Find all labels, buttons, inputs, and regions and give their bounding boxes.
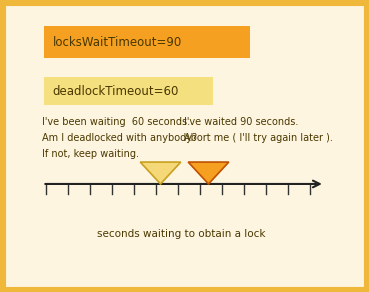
Bar [44, 77, 213, 105]
Text: I've waited 90 seconds.: I've waited 90 seconds. [184, 117, 299, 127]
Text: deadlockTimeout=60: deadlockTimeout=60 [53, 85, 179, 98]
Text: seconds waiting to obtain a lock: seconds waiting to obtain a lock [97, 229, 265, 239]
Polygon shape [140, 162, 181, 184]
Bar [44, 26, 250, 58]
Text: If not, keep waiting.: If not, keep waiting. [42, 149, 139, 159]
Text: locksWaitTimeout=90: locksWaitTimeout=90 [53, 36, 182, 49]
Polygon shape [188, 162, 229, 184]
Text: Abort me ( I'll try again later ).: Abort me ( I'll try again later ). [184, 133, 333, 143]
Text: Am I deadlocked with anybody?: Am I deadlocked with anybody? [42, 133, 197, 143]
Text: I've been waiting  60 seconds.: I've been waiting 60 seconds. [42, 117, 190, 127]
